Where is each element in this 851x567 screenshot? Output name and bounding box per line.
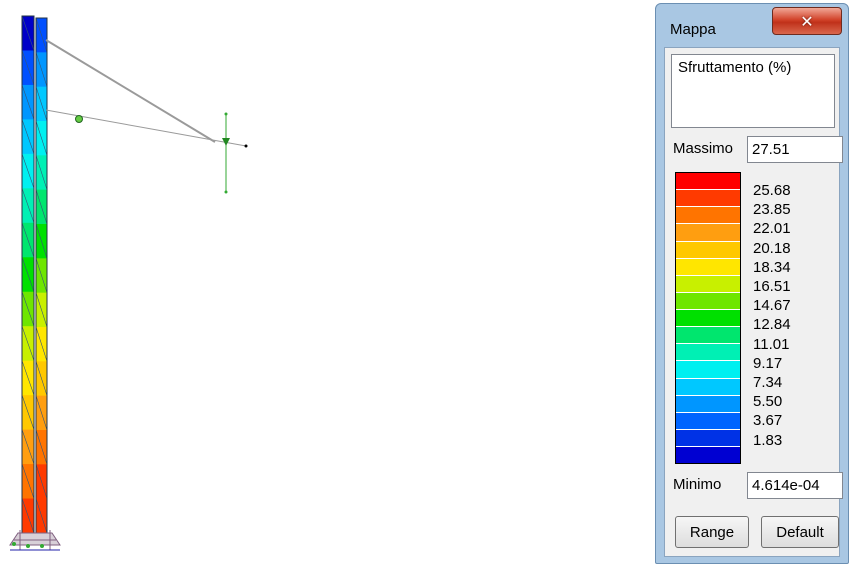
- bracing-line: [35, 395, 48, 431]
- default-button[interactable]: Default: [761, 516, 839, 548]
- max-value-field[interactable]: 27.51: [747, 136, 843, 163]
- color-swatch: [676, 429, 740, 447]
- title-bar[interactable]: Mappa ✕: [656, 4, 848, 48]
- bracing-line: [35, 223, 48, 259]
- window-title: Mappa: [670, 21, 716, 38]
- bracing-line: [35, 326, 48, 362]
- color-swatch: [676, 361, 740, 379]
- bracing-line: [21, 360, 35, 396]
- load-arrow-icon: [222, 138, 230, 146]
- model-viewport[interactable]: [0, 0, 640, 567]
- bracing-line: [21, 498, 35, 534]
- scale-label: 7.34: [753, 374, 783, 392]
- scale-label: 5.50: [753, 393, 783, 411]
- color-swatch: [676, 241, 740, 259]
- bracing-line: [21, 463, 35, 499]
- load-node-bottom: [224, 190, 228, 194]
- stay-cable: [45, 39, 216, 143]
- bracing-line: [21, 188, 35, 223]
- bracing-line: [35, 498, 48, 534]
- arm-end-node: [244, 144, 248, 148]
- node-marker: [75, 115, 83, 123]
- scale-label: 25.68: [753, 182, 791, 199]
- color-swatch: [676, 395, 740, 413]
- scale-label: 23.85: [753, 201, 791, 219]
- scale-label: 3.67: [753, 412, 783, 430]
- color-swatch: [676, 207, 740, 225]
- column-left: [21, 15, 35, 534]
- cantilever-arm: [45, 109, 247, 147]
- max-label: Massimo: [673, 140, 734, 157]
- bracing-line: [21, 326, 35, 361]
- scale-label: 11.01: [753, 335, 790, 353]
- bracing-line: [21, 395, 35, 430]
- close-icon: ✕: [800, 11, 814, 31]
- color-swatch: [676, 447, 740, 464]
- scale-label: 1.83: [753, 431, 783, 449]
- scale-label: 9.17: [753, 354, 783, 372]
- min-label: Minimo: [673, 476, 722, 493]
- color-swatch: [676, 344, 740, 362]
- scale-label: 20.18: [753, 239, 791, 257]
- column-right: [35, 17, 48, 534]
- quantity-item[interactable]: Sfruttamento (%): [678, 59, 792, 76]
- range-button[interactable]: Range: [675, 516, 749, 548]
- color-swatch: [676, 378, 740, 396]
- bracing-line: [35, 292, 48, 328]
- quantity-list[interactable]: Sfruttamento (%): [671, 54, 835, 128]
- color-swatch: [676, 292, 740, 310]
- bracing-line: [35, 258, 48, 293]
- bracing-line: [21, 119, 35, 154]
- scale-labels: 25.68 23.85 22.01 20.18 18.34 16.51 14.67 12.84…: [753, 181, 791, 450]
- load-node-top: [224, 112, 228, 116]
- bracing-line: [35, 120, 48, 156]
- color-swatch: [676, 327, 740, 345]
- scale-label: 12.84: [753, 316, 791, 334]
- bracing-line: [35, 86, 48, 122]
- bracing-line: [35, 361, 48, 396]
- color-swatch: [676, 258, 740, 276]
- bracing-line: [21, 291, 35, 327]
- mappa-window[interactable]: Mappa ✕ Sfruttamento (%) Massimo 27.51 2…: [655, 3, 849, 564]
- structure-model: [9, 15, 248, 551]
- bracing-line: [21, 222, 35, 258]
- scale-label: 18.34: [753, 258, 791, 276]
- legend-panel: Sfruttamento (%) Massimo 27.51 25.68 23.8…: [664, 47, 843, 557]
- color-swatch: [676, 310, 740, 328]
- color-swatch: [676, 173, 740, 191]
- min-value-field[interactable]: 4.614e-04: [747, 472, 843, 499]
- bracing-line: [21, 153, 35, 189]
- bracing-line: [21, 50, 35, 86]
- bracing-line: [35, 429, 48, 465]
- bracing-line: [35, 189, 48, 225]
- color-swatch: [676, 224, 740, 242]
- color-swatch: [676, 275, 740, 293]
- bracing-line: [21, 257, 35, 292]
- color-scale: [675, 172, 741, 464]
- bracing-line: [21, 84, 35, 120]
- scale-label: 16.51: [753, 278, 791, 296]
- bracing-line: [35, 155, 48, 190]
- bracing-line: [35, 52, 48, 87]
- scale-label: 22.01: [753, 220, 791, 238]
- bracing-line: [21, 15, 35, 51]
- base-plate: [9, 530, 61, 551]
- bracing-line: [21, 429, 35, 465]
- bracing-line: [35, 17, 48, 53]
- scale-label: 14.67: [753, 297, 791, 315]
- color-swatch: [676, 190, 740, 208]
- close-button[interactable]: ✕: [772, 7, 842, 35]
- color-swatch: [676, 412, 740, 430]
- bracing-line: [35, 464, 48, 499]
